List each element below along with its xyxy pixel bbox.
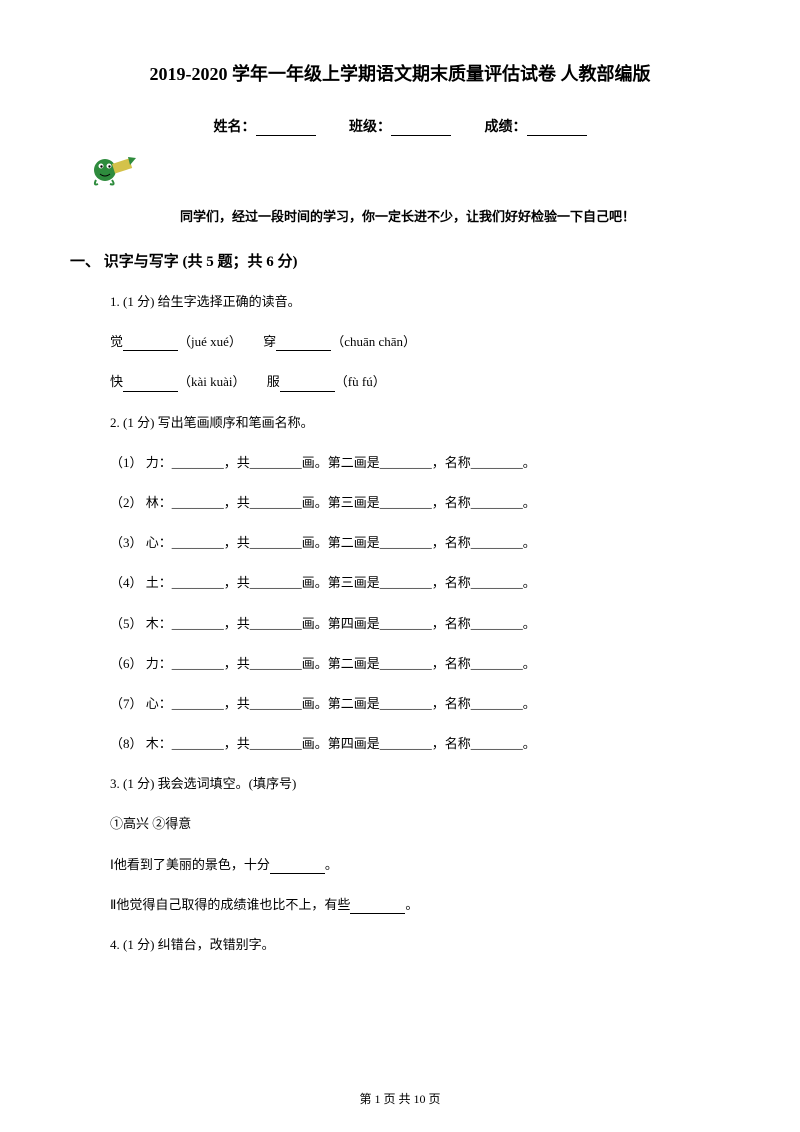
q1-prompt: 1. (1 分) 给生字选择正确的读音。 — [110, 293, 730, 311]
q3-blank[interactable] — [270, 860, 325, 874]
q2-item-3: （3） 心：________，共________画。第二画是________，名… — [110, 534, 730, 552]
pencil-icon — [90, 148, 140, 193]
intro-text: 同学们，经过一段时间的学习，你一定长进不少，让我们好好检验一下自己吧！ — [70, 206, 730, 225]
q1-blank[interactable] — [123, 378, 178, 392]
q1-blank[interactable] — [123, 337, 178, 351]
q3-blank[interactable] — [350, 900, 405, 914]
q1-char-fu: 服 — [267, 374, 280, 389]
q3-s1-text: Ⅰ他看到了美丽的景色，十分 — [110, 857, 270, 872]
student-info-line: 姓名： 班级： 成绩： — [70, 116, 730, 136]
q1-opt: （fù fú） — [335, 374, 386, 389]
q2-item-6: （6） 力：________，共________画。第二画是________，名… — [110, 655, 730, 673]
q2-item-2: （2） 林：________，共________画。第三画是________，名… — [110, 494, 730, 512]
pencil-icon-row — [90, 148, 730, 198]
class-label: 班级： — [349, 120, 391, 135]
q2-item-4: （4） 土：________，共________画。第三画是________，名… — [110, 574, 730, 592]
score-blank[interactable] — [527, 122, 587, 136]
q1-line1: 觉 （jué xué） 穿 （chuān chān） — [110, 333, 730, 351]
name-label: 姓名： — [214, 120, 256, 135]
page-footer: 第 1 页 共 10 页 — [0, 1090, 800, 1107]
q2-item-1: （1） 力：________，共________画。第二画是________，名… — [110, 454, 730, 472]
q3-sentence-2: Ⅱ他觉得自己取得的成绩谁也比不上，有些 。 — [110, 896, 730, 914]
score-label: 成绩： — [485, 120, 527, 135]
q1-opt: （kài kuài） — [178, 374, 246, 389]
q3-options: ①高兴 ②得意 — [110, 815, 730, 833]
q1-opt: （chuān chān） — [331, 334, 416, 349]
q3-s2-text: Ⅱ他觉得自己取得的成绩谁也比不上，有些 — [110, 897, 350, 912]
q2-prompt: 2. (1 分) 写出笔画顺序和笔画名称。 — [110, 414, 730, 432]
page-title: 2019-2020 学年一年级上学期语文期末质量评估试卷 人教部编版 — [70, 60, 730, 86]
class-blank[interactable] — [391, 122, 451, 136]
q4-prompt: 4. (1 分) 纠错台，改错别字。 — [110, 936, 730, 954]
q1-char-jue: 觉 — [110, 334, 123, 349]
q1-blank[interactable] — [280, 378, 335, 392]
q1-char-kuai: 快 — [110, 374, 123, 389]
q2-item-8: （8） 木：________，共________画。第四画是________，名… — [110, 735, 730, 753]
q3-prompt: 3. (1 分) 我会选词填空。(填序号) — [110, 775, 730, 793]
q1-line2: 快 （kài kuài） 服 （fù fú） — [110, 373, 730, 391]
q1-blank[interactable] — [276, 337, 331, 351]
name-blank[interactable] — [256, 122, 316, 136]
q3-s1-end: 。 — [325, 857, 338, 872]
q3-s2-end: 。 — [405, 897, 418, 912]
section-1-header: 一、 识字与写字 (共 5 题；共 6 分) — [70, 250, 730, 271]
q1-opt: （jué xué） — [178, 334, 242, 349]
q1-char-chuan: 穿 — [263, 334, 276, 349]
q2-item-7: （7） 心：________，共________画。第二画是________，名… — [110, 695, 730, 713]
q2-item-5: （5） 木：________，共________画。第四画是________，名… — [110, 615, 730, 633]
q3-sentence-1: Ⅰ他看到了美丽的景色，十分 。 — [110, 856, 730, 874]
